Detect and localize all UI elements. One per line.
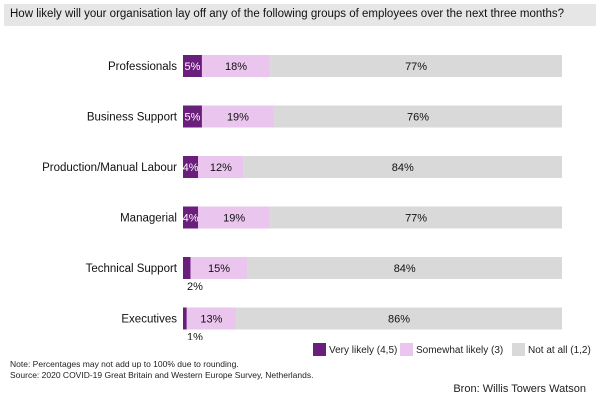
data-label-technical-support-not-at-all-1-2: 84% — [394, 263, 416, 275]
legend-item-somewhat-likely: Somewhat likely (3) — [400, 343, 503, 356]
data-label-professionals-somewhat-likely-3: 18% — [225, 61, 247, 73]
legend-label-not-at-all: Not at all (1,2) — [528, 345, 591, 356]
bar-professionals-not-at-all-1-2 — [270, 55, 562, 77]
legend-item-very-likely: Very likely (4,5) — [313, 343, 397, 356]
legend-label-somewhat-likely: Somewhat likely (3) — [416, 345, 504, 356]
bar-production-manual-labour-somewhat-likely-3 — [198, 156, 244, 178]
note-rounding: Note: Percentages may not add up to 100%… — [10, 359, 239, 369]
data-label-managerial-very-likely-4-5: 4% — [183, 213, 199, 225]
bar-production-manual-labour-not-at-all-1-2 — [243, 156, 562, 178]
legend-swatch-not-at-all — [512, 343, 525, 356]
data-label-managerial-somewhat-likely-3: 19% — [223, 213, 245, 225]
bar-technical-support-somewhat-likely-3 — [190, 257, 248, 279]
bar-business-support-very-likely-4-5 — [183, 105, 202, 128]
data-label-professionals-not-at-all-1-2: 77% — [405, 61, 427, 73]
note-survey-source: Source: 2020 COVID-19 Great Britain and … — [10, 370, 314, 380]
bar-managerial-somewhat-likely-3 — [198, 206, 271, 229]
chart-title-bar: How likely will your organisation lay of… — [4, 4, 596, 26]
bar-executives-very-likely-4-5 — [183, 307, 187, 330]
category-label-executives: Executives — [121, 314, 177, 326]
data-label-business-support-somewhat-likely-3: 19% — [227, 112, 249, 124]
legend-label-very-likely: Very likely (4,5) — [329, 345, 398, 356]
category-label-professionals: Professionals — [108, 61, 177, 73]
bar-executives-not-at-all-1-2 — [236, 307, 562, 330]
legend-item-not-at-all: Not at all (1,2) — [512, 343, 591, 356]
bar-managerial-not-at-all-1-2 — [270, 206, 562, 229]
data-label-production-manual-labour-somewhat-likely-3: 12% — [210, 162, 232, 174]
source-credit: Bron: Willis Towers Watson — [453, 383, 586, 395]
bar-production-manual-labour-very-likely-4-5 — [183, 156, 199, 178]
bar-technical-support-not-at-all-1-2 — [247, 257, 562, 279]
bar-professionals-somewhat-likely-3 — [201, 55, 271, 77]
category-label-production-manual-labour: Production/Manual Labour — [42, 162, 177, 174]
category-label-managerial: Managerial — [120, 213, 177, 225]
legend-swatch-very-likely — [313, 343, 326, 356]
bar-managerial-very-likely-4-5 — [183, 206, 199, 229]
stacked-bar-chart: Professionals 5% 18% 77% Business Support 5% 1… — [42, 55, 562, 341]
data-label-technical-support-somewhat-likely-3: 15% — [208, 263, 230, 275]
data-label-business-support-very-likely-4-5: 5% — [185, 112, 201, 124]
bar-business-support-not-at-all-1-2 — [273, 105, 562, 128]
data-label-executives-not-at-all-1-2: 86% — [388, 314, 410, 326]
bar-technical-support-very-likely-4-5 — [183, 257, 191, 279]
chart-title: How likely will your organisation lay of… — [10, 8, 564, 20]
data-label-production-manual-labour-not-at-all-1-2: 84% — [392, 162, 414, 174]
data-label-managerial-not-at-all-1-2: 77% — [405, 213, 427, 225]
data-label-technical-support-very-likely-4-5: 2% — [187, 281, 203, 293]
legend-swatch-somewhat-likely — [400, 343, 413, 356]
data-label-business-support-not-at-all-1-2: 76% — [407, 112, 429, 124]
data-label-professionals-very-likely-4-5: 5% — [185, 61, 201, 73]
bar-professionals-very-likely-4-5 — [183, 55, 202, 77]
data-label-production-manual-labour-very-likely-4-5: 4% — [183, 162, 199, 174]
bar-business-support-somewhat-likely-3 — [201, 105, 274, 128]
data-label-executives-somewhat-likely-3: 13% — [200, 314, 222, 326]
data-label-executives-very-likely-4-5: 1% — [187, 332, 203, 341]
category-label-technical-support: Technical Support — [86, 263, 178, 275]
category-label-business-support: Business Support — [87, 112, 178, 124]
chart-notes: Note: Percentages may not add up to 100%… — [10, 359, 313, 381]
bar-executives-somewhat-likely-3 — [186, 307, 237, 330]
